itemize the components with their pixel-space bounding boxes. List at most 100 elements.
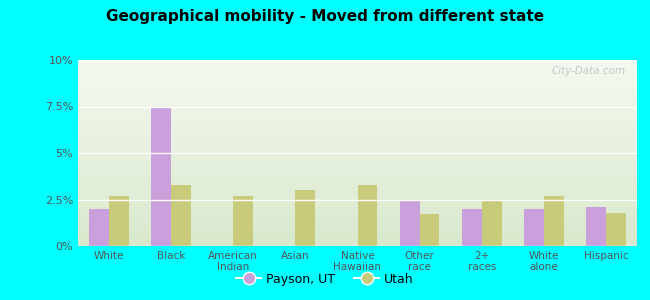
Bar <box>78 228 637 229</box>
Bar <box>78 189 637 190</box>
Bar <box>78 171 637 172</box>
Bar <box>78 224 637 225</box>
Bar <box>78 154 637 155</box>
Bar <box>78 233 637 234</box>
Bar <box>151 106 171 246</box>
Bar <box>78 182 637 183</box>
Bar <box>400 200 420 246</box>
Bar <box>78 117 637 118</box>
Bar <box>420 214 439 246</box>
Bar <box>78 214 637 215</box>
Bar <box>78 180 637 181</box>
Bar <box>78 74 637 75</box>
Bar <box>78 116 637 117</box>
Bar <box>78 168 637 169</box>
Bar <box>78 207 637 208</box>
Bar <box>78 73 637 74</box>
Bar <box>78 167 637 168</box>
Bar <box>78 197 637 198</box>
Bar <box>78 114 637 115</box>
Bar <box>78 84 637 85</box>
Bar <box>78 66 637 67</box>
Bar <box>78 179 637 180</box>
Bar <box>78 123 637 124</box>
Bar <box>78 155 637 156</box>
Bar <box>295 190 315 246</box>
Bar <box>78 160 637 161</box>
Bar <box>78 89 637 90</box>
Bar <box>78 88 637 89</box>
Bar <box>78 120 637 122</box>
Bar <box>78 141 637 142</box>
Bar <box>78 82 637 83</box>
Bar <box>78 200 637 201</box>
Bar <box>78 161 637 162</box>
Bar <box>78 192 637 193</box>
Bar <box>78 231 637 232</box>
Bar <box>78 147 637 148</box>
Bar <box>78 112 637 113</box>
Bar <box>78 241 637 242</box>
Bar <box>78 76 637 77</box>
Bar <box>78 146 637 147</box>
Bar <box>78 135 637 136</box>
Bar <box>78 163 637 164</box>
Bar <box>78 67 637 68</box>
Bar <box>233 196 253 246</box>
Bar <box>78 111 637 112</box>
Bar <box>78 85 637 86</box>
Bar <box>78 129 637 130</box>
Bar <box>78 175 637 176</box>
Bar <box>78 201 637 202</box>
Bar <box>606 212 626 246</box>
Bar <box>78 119 637 120</box>
Bar <box>78 164 637 165</box>
Bar <box>78 127 637 128</box>
Bar <box>78 150 637 151</box>
Bar <box>78 133 637 134</box>
Bar <box>78 242 637 243</box>
Bar <box>78 220 637 221</box>
Bar <box>78 227 637 228</box>
Bar <box>78 198 637 199</box>
Bar <box>78 137 637 138</box>
Bar <box>78 148 637 149</box>
Bar <box>78 103 637 104</box>
Bar <box>78 144 637 145</box>
Bar <box>78 69 637 70</box>
Bar <box>78 125 637 126</box>
Bar <box>78 94 637 95</box>
Bar <box>78 181 637 182</box>
Bar <box>89 209 109 246</box>
Bar <box>78 72 637 73</box>
Bar <box>78 87 637 88</box>
Bar <box>78 235 637 236</box>
Bar <box>358 184 378 246</box>
Bar <box>109 196 129 246</box>
Bar <box>78 203 637 204</box>
Bar <box>78 95 637 96</box>
Bar <box>78 152 637 153</box>
Bar <box>78 60 637 61</box>
Bar <box>78 210 637 211</box>
Bar <box>78 124 637 125</box>
Bar <box>78 188 637 189</box>
Bar <box>78 170 637 171</box>
Bar <box>78 138 637 139</box>
Bar <box>78 61 637 62</box>
Bar <box>78 183 637 184</box>
Text: Geographical mobility - Moved from different state: Geographical mobility - Moved from diffe… <box>106 9 544 24</box>
Bar <box>78 202 637 203</box>
Bar <box>78 162 637 163</box>
Bar <box>78 212 637 214</box>
Bar <box>78 199 637 200</box>
Bar <box>78 131 637 132</box>
Bar <box>78 195 637 196</box>
Bar <box>78 71 637 72</box>
Bar <box>78 62 637 63</box>
Bar <box>78 221 637 222</box>
Bar <box>78 243 637 244</box>
Bar <box>78 177 637 178</box>
Bar <box>78 143 637 144</box>
Bar <box>78 70 637 71</box>
